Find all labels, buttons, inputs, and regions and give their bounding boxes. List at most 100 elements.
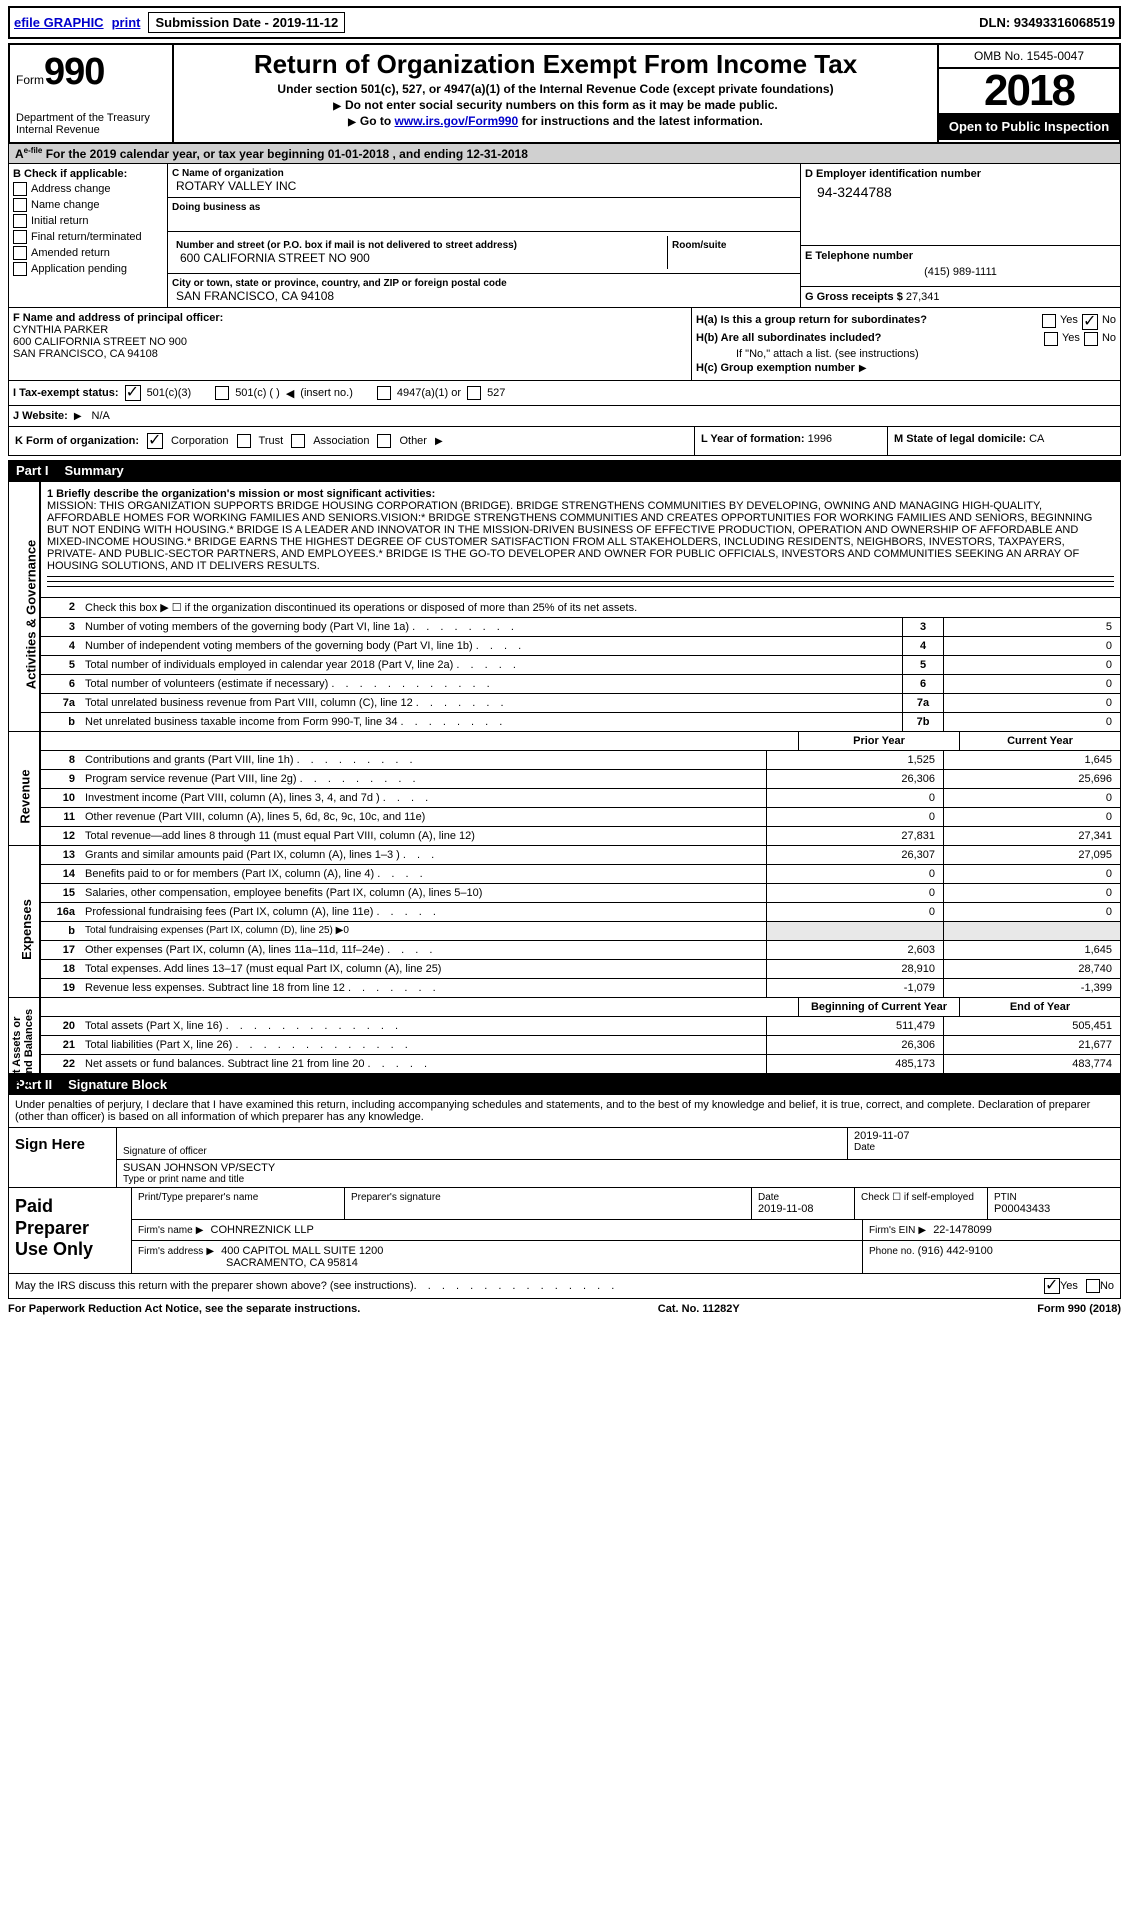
period-row: Ae-file For the 2019 calendar year, or t… [8,144,1121,164]
ptin-value: P00043433 [994,1203,1114,1215]
officer-name: CYNTHIA PARKER [13,324,687,336]
chk-final: Final return/terminated [31,231,142,243]
box6: 6 [902,675,943,693]
line6: Total number of volunteers (estimate if … [85,678,328,690]
line16b: Total fundraising expenses (Part IX, col… [81,922,766,940]
hb-note: If "No," attach a list. (see instruction… [696,348,1116,360]
l-value: 1996 [808,433,832,445]
irs-link[interactable]: www.irs.gov/Form990 [395,114,519,128]
val7b: 0 [943,713,1120,731]
pra-notice: For Paperwork Reduction Act Notice, see … [8,1303,360,1315]
py14: 0 [766,865,943,883]
activities-section: Activities & Governance 1 Briefly descri… [8,481,1121,732]
form-subtitle-1: Under section 501(c), 527, or 4947(a)(1)… [178,82,933,96]
firm-ein-lbl: Firm's EIN [869,1225,915,1236]
cy20: 505,451 [943,1017,1120,1035]
discuss-yes: Yes [1060,1280,1078,1292]
firm-ein: 22-1478099 [933,1224,992,1236]
hb-yes: Yes [1062,332,1080,344]
opt-corp: Corporation [171,435,228,447]
mission-text: MISSION: THIS ORGANIZATION SUPPORTS BRID… [47,500,1114,572]
py20: 511,479 [766,1017,943,1035]
print-link[interactable]: print [112,15,141,30]
k-label: K Form of organization: [15,435,139,447]
opt-assoc: Association [313,435,369,447]
cy17: 1,645 [943,941,1120,959]
box5: 5 [902,656,943,674]
i-label: I Tax-exempt status: [13,387,119,399]
dept-label: Department of the Treasury Internal Reve… [16,112,166,136]
hdr-current: Current Year [959,732,1120,750]
vtab-netassets: Net Assets or Fund Balances [11,1008,35,1086]
firm-addr-lbl: Firm's address [138,1246,203,1257]
opt-trust: Trust [259,435,284,447]
val4: 0 [943,637,1120,655]
line14: Benefits paid to or for members (Part IX… [85,868,374,880]
perjury-text: Under penalties of perjury, I declare th… [9,1095,1120,1127]
opt-501c: 501(c) ( ) [235,387,280,399]
opt-527: 527 [487,387,505,399]
py15: 0 [766,884,943,902]
box4: 4 [902,637,943,655]
discuss-no: No [1100,1280,1114,1292]
firm-name: COHNREZNICK LLP [211,1224,314,1236]
501c3-checked [125,385,141,401]
ha-no: No [1102,314,1116,326]
self-emp-hdr: Check ☐ if self-employed [861,1192,981,1203]
prep-name-hdr: Print/Type preparer's name [138,1192,338,1203]
prep-date-hdr: Date [758,1192,848,1203]
py9: 26,306 [766,770,943,788]
hb-label: H(b) Are all subordinates included? [696,332,881,344]
form-label: Form [16,73,44,87]
ha-no-checked [1082,314,1098,330]
vtab-activities: Activities & Governance [23,539,38,689]
firm-ph-lbl: Phone no. [869,1246,915,1257]
klm-row: K Form of organization: Corporation Trus… [8,427,1121,456]
hdr-prior: Prior Year [798,732,959,750]
firm-name-lbl: Firm's name [138,1225,193,1236]
line9: Program service revenue (Part VIII, line… [85,773,297,785]
phone-label: E Telephone number [805,250,1116,262]
cy13: 27,095 [943,846,1120,864]
dba-label: Doing business as [172,202,796,213]
line5: Total number of individuals employed in … [85,659,453,671]
cy12: 27,341 [943,827,1120,845]
py13: 26,307 [766,846,943,864]
line7a: Total unrelated business revenue from Pa… [85,697,413,709]
firm-addr1: 400 CAPITOL MALL SUITE 1200 [221,1245,383,1257]
cy19: -1,399 [943,979,1120,997]
officer-sig-name-lbl: Type or print name and title [123,1174,1114,1185]
discuss-row: May the IRS discuss this return with the… [8,1274,1121,1299]
cy15: 0 [943,884,1120,902]
city-label: City or town, state or province, country… [172,278,796,289]
ha-label: H(a) Is this a group return for subordin… [696,314,927,326]
ptin-hdr: PTIN [994,1192,1114,1203]
hdr-begin: Beginning of Current Year [798,998,959,1016]
line3: Number of voting members of the governin… [85,621,409,633]
form-number: 990 [44,51,104,93]
box7b: 7b [902,713,943,731]
expenses-section: Expenses 13Grants and similar amounts pa… [8,846,1121,998]
line4: Number of independent voting members of … [85,640,473,652]
box7a: 7a [902,694,943,712]
officer-sig-name: SUSAN JOHNSON VP/SECTY [123,1162,1114,1174]
signature-block: Under penalties of perjury, I declare th… [8,1095,1121,1188]
line8: Contributions and grants (Part VIII, lin… [85,754,294,766]
discuss-yes-checked [1044,1278,1060,1294]
officer-addr2: SAN FRANCISCO, CA 94108 [13,348,687,360]
open-public: Open to Public Inspection [939,113,1119,140]
corp-checked [147,433,163,449]
ein-value: 94-3244788 [805,180,1116,200]
top-bar: efile GRAPHIC print Submission Date - 20… [8,6,1121,39]
cy9: 25,696 [943,770,1120,788]
netassets-section: Net Assets or Fund Balances Beginning of… [8,998,1121,1074]
cy16a: 0 [943,903,1120,921]
py8: 1,525 [766,751,943,769]
line16a: Professional fundraising fees (Part IX, … [85,906,373,918]
efile-link[interactable]: efile GRAPHIC [14,15,104,30]
py16a: 0 [766,903,943,921]
opt-4947: 4947(a)(1) or [397,387,461,399]
py22: 485,173 [766,1055,943,1073]
page-footer: For Paperwork Reduction Act Notice, see … [8,1299,1121,1319]
line12: Total revenue—add lines 8 through 11 (mu… [85,830,475,842]
